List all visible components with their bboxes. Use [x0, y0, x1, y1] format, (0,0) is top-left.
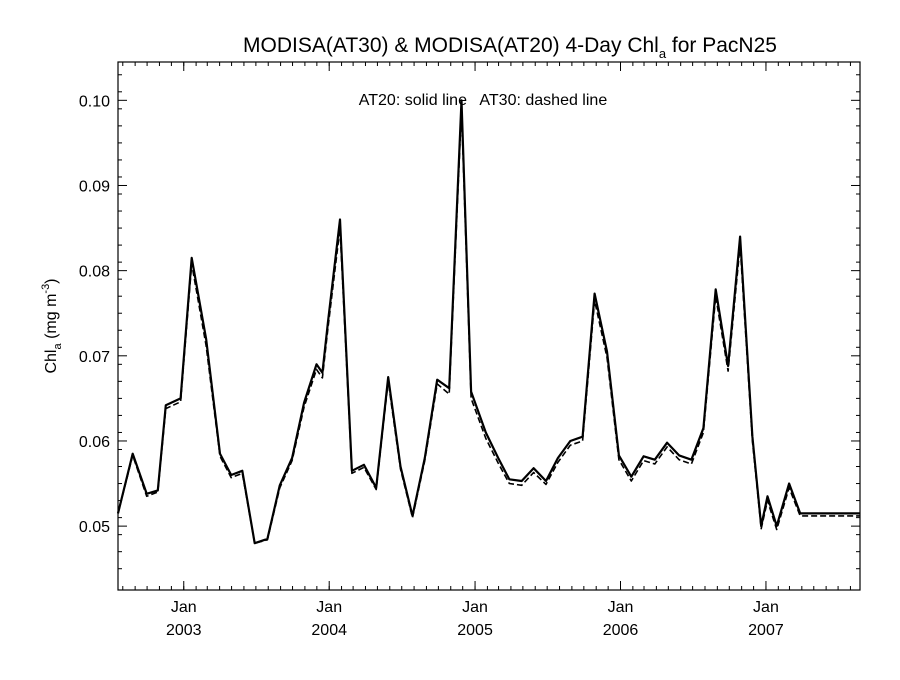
x-tick-label-month: Jan: [462, 599, 488, 616]
y-tick-label: 0.06: [79, 434, 110, 451]
y-tick-label: 0.08: [79, 264, 110, 281]
x-tick-label-year: 2003: [166, 622, 202, 639]
series-style-annotation: AT20: solid line AT30: dashed line: [359, 92, 608, 109]
series-line-at30: [117, 108, 860, 545]
x-tick-label-month: Jan: [753, 599, 779, 616]
y-tick-label: 0.07: [79, 349, 110, 366]
x-tick-label-year: 2004: [311, 622, 347, 639]
x-tick-label-month: Jan: [316, 599, 342, 616]
x-tick-label-year: 2007: [748, 622, 784, 639]
x-tick-label-year: 2006: [603, 622, 639, 639]
x-tick-label-month: Jan: [171, 599, 197, 616]
y-tick-label: 0.09: [79, 178, 110, 195]
x-tick-label-year: 2005: [457, 622, 493, 639]
chart-title: MODISA(AT30) & MODISA(AT20) 4-Day Chla f…: [243, 34, 777, 61]
x-tick-label-month: Jan: [608, 599, 634, 616]
plot-frame: [117, 61, 861, 591]
y-axis-label: Chla (mg m-3): [40, 278, 64, 373]
y-tick-label: 0.05: [79, 519, 110, 536]
series-line-at20: [116, 99, 860, 545]
y-tick-label: 0.10: [79, 93, 110, 110]
